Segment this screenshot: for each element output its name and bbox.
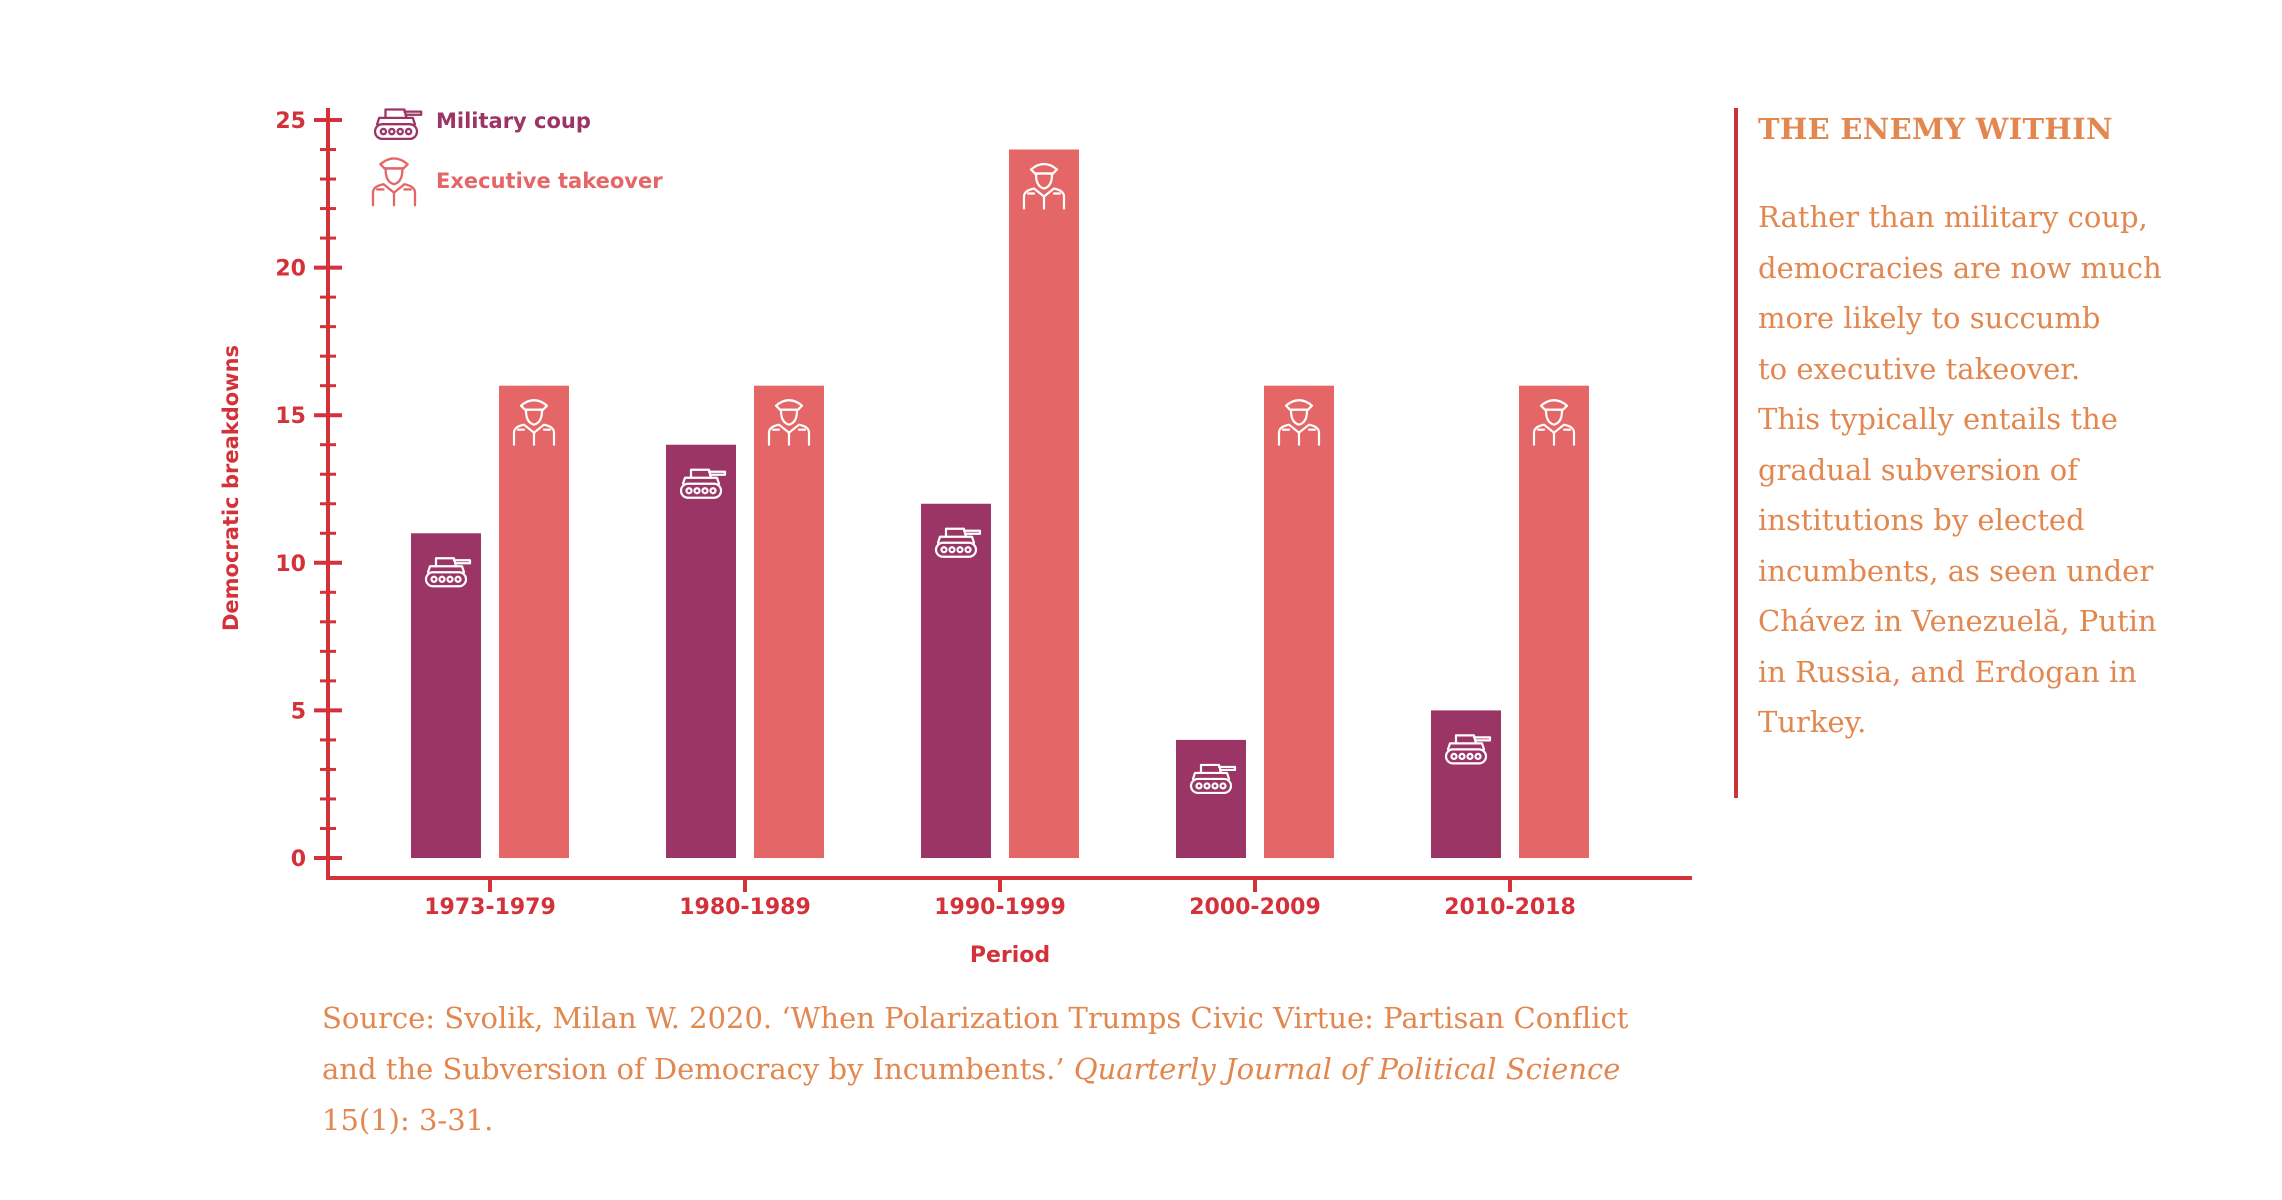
sidebar-line: more likely to succumb bbox=[1758, 301, 2101, 335]
bar-executive-takeover bbox=[1009, 149, 1079, 858]
y-tick-label: 0 bbox=[291, 847, 306, 872]
journal-title: Quarterly Journal of Political Science bbox=[1073, 1052, 1621, 1086]
tank-icon bbox=[934, 527, 982, 558]
source-line-2-text: and the Subversion of Democracy by Incum… bbox=[322, 1052, 1074, 1086]
tank-icon bbox=[424, 557, 472, 588]
officer-icon bbox=[767, 399, 811, 446]
y-axis-label: Democratic breakdowns bbox=[219, 345, 243, 631]
source-citation: Source: Svolik, Milan W. 2020. ‘When Pol… bbox=[322, 993, 1722, 1146]
sidebar-line: incumbents, as seen under bbox=[1758, 553, 2154, 588]
officer-icon bbox=[1022, 162, 1066, 210]
tank-icon bbox=[1444, 734, 1492, 765]
bar-executive-takeover bbox=[1519, 385, 1589, 858]
sidebar-line: Chávez in Venezuelă, Putin bbox=[1758, 604, 2157, 638]
officer-icon bbox=[1277, 399, 1321, 446]
x-tick-label: 1980-1989 bbox=[679, 895, 811, 920]
sidebar-line: in Russia, and Erdogan in bbox=[1758, 654, 2137, 689]
source-line-2: and the Subversion of Democracy by Incum… bbox=[322, 1044, 1722, 1095]
sidebar-line: This typically entails the bbox=[1758, 402, 2118, 436]
sidebar-line: institutions by elected bbox=[1758, 503, 2085, 537]
sidebar-line: Turkey. bbox=[1758, 705, 1867, 739]
y-tick-label: 25 bbox=[275, 109, 306, 134]
sidebar-note: THE ENEMY WITHIN Rather than military co… bbox=[1734, 108, 2254, 798]
bar-military-coup bbox=[1176, 739, 1246, 858]
sidebar-line: democracies are now much bbox=[1758, 250, 2162, 285]
sidebar-title: THE ENEMY WITHIN bbox=[1758, 112, 2113, 146]
officer-icon bbox=[371, 157, 417, 207]
bar-military-coup bbox=[1431, 710, 1501, 858]
y-tick-label: 10 bbox=[275, 552, 306, 577]
source-line-1: Source: Svolik, Milan W. 2020. ‘When Pol… bbox=[322, 1001, 1629, 1035]
x-tick-label: 1990-1999 bbox=[934, 895, 1066, 920]
legend-label: Executive takeover bbox=[436, 169, 663, 193]
y-tick-label: 15 bbox=[275, 404, 306, 429]
source-line-3: 15(1): 3-31. bbox=[322, 1103, 494, 1137]
tank-icon bbox=[679, 468, 727, 499]
y-tick-label: 20 bbox=[275, 257, 306, 282]
x-tick-label: 1973-1979 bbox=[424, 895, 556, 920]
officer-icon bbox=[1532, 399, 1576, 446]
sidebar-line: Rather than military coup, bbox=[1758, 200, 2148, 234]
officer-icon bbox=[512, 399, 556, 446]
sidebar-line: gradual subversion of bbox=[1758, 452, 2078, 487]
bar-executive-takeover bbox=[499, 385, 569, 858]
bar-executive-takeover bbox=[1264, 385, 1334, 858]
y-tick-label: 5 bbox=[291, 699, 306, 724]
sidebar-line: to executive takeover. bbox=[1758, 351, 2081, 386]
x-tick-label: 2000-2009 bbox=[1189, 895, 1321, 920]
tank-icon bbox=[373, 108, 423, 141]
sidebar-body: Rather than military coup, democracies a… bbox=[1758, 192, 2218, 748]
tank-icon bbox=[1189, 763, 1237, 795]
legend-label: Military coup bbox=[436, 109, 591, 133]
bar-military-coup bbox=[666, 444, 736, 858]
x-tick-label: 2010-2018 bbox=[1444, 895, 1576, 920]
bar-executive-takeover bbox=[754, 385, 824, 858]
x-axis-label: Period bbox=[970, 943, 1050, 968]
bar-military-coup bbox=[921, 503, 991, 858]
bar-military-coup bbox=[411, 533, 481, 858]
